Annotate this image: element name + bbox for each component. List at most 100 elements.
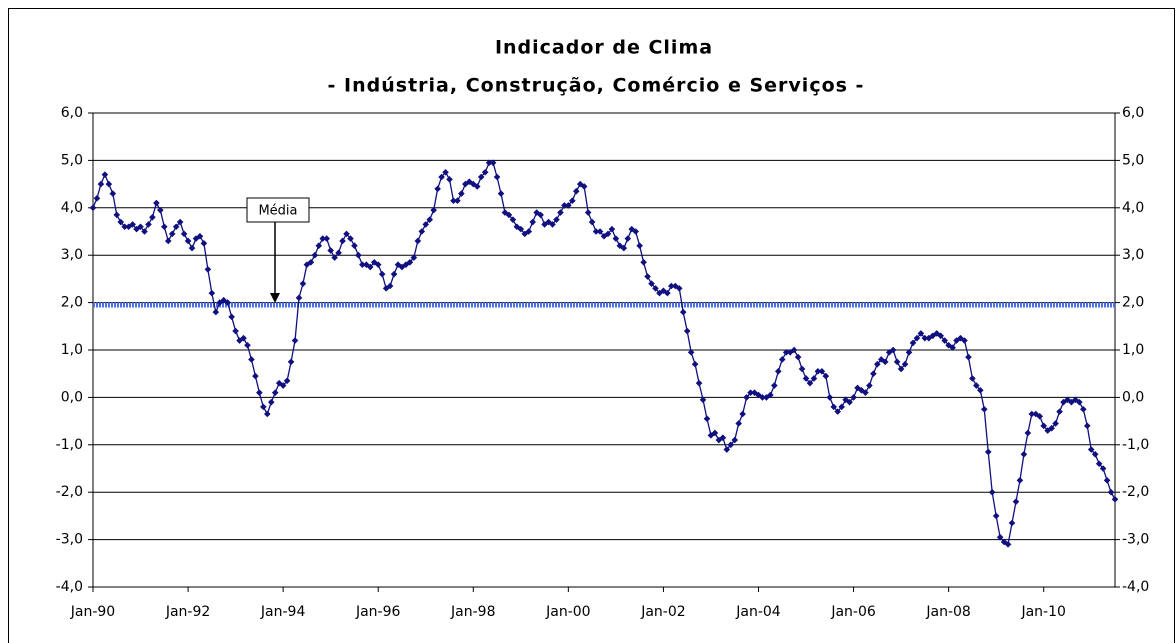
data-point [287,358,295,366]
data-point [889,346,897,354]
data-point [612,235,620,242]
data-point [961,337,968,344]
data-point [1032,410,1040,418]
data-point [216,299,224,306]
data-point [600,232,608,240]
data-point [473,183,481,190]
data-point [426,216,434,223]
data-point [93,195,101,202]
data-point [1016,477,1024,484]
data-point [339,237,346,245]
data-point [747,389,754,396]
data-point [188,244,196,252]
y-tick-label: 6,0 [61,105,83,121]
data-point [838,403,845,411]
x-tick-label: Jan-98 [450,604,495,620]
data-point [394,261,402,268]
data-point [739,410,746,418]
data-point [723,446,731,453]
data-point [256,389,263,396]
x-tick-label: Jan-10 [1020,604,1065,620]
data-point [798,365,806,373]
data-point [687,349,695,356]
data-point [810,375,818,382]
data-point [446,176,453,183]
data-point [450,197,457,204]
data-point [996,533,1004,541]
data-point [1040,422,1047,430]
data-point [184,237,192,245]
data-point [941,337,948,344]
data-point [438,173,445,181]
x-tick-label: Jan-04 [735,604,781,620]
y2-tick-label: 0,0 [1122,389,1144,405]
data-point [897,365,905,373]
y-tick-label: 3,0 [61,247,83,263]
data-point [1012,498,1020,505]
y2-tick-label: -4,0 [1122,579,1149,595]
data-point [509,216,517,223]
data-point [565,202,572,209]
y-tick-label: -3,0 [56,532,83,548]
data-point [101,171,109,178]
data-point [161,223,168,231]
data-point [366,263,374,271]
data-point [553,216,560,223]
data-point [141,228,148,235]
data-point [1091,450,1099,458]
data-point [592,228,600,235]
data-point [735,420,742,427]
data-point [913,334,921,342]
data-point [462,180,469,188]
data-point [1107,488,1115,496]
data-point [636,242,643,250]
data-point [937,332,945,340]
y-tick-label: 5,0 [61,152,83,168]
data-point [794,353,802,361]
data-point [644,273,651,280]
data-point [204,266,212,273]
data-point [172,223,180,231]
data-point [977,386,984,394]
data-point [390,270,398,278]
data-point [719,434,727,441]
data-point [727,441,735,449]
data-point [707,432,715,439]
data-point [1036,413,1044,420]
data-point [244,341,251,349]
data-point [525,228,533,235]
data-point [168,230,176,238]
y-tick-label: 4,0 [61,200,83,216]
data-point [620,244,628,252]
data-point [668,282,675,290]
data-point [683,327,691,335]
data-point [248,356,255,363]
data-point [501,209,509,216]
data-point [370,259,378,266]
data-point [949,344,956,351]
x-tick-label: Jan-90 [70,604,115,620]
data-point [137,223,144,231]
data-point [224,299,231,306]
data-point [1076,398,1083,406]
y2-tick-label: -2,0 [1122,484,1149,500]
data-point [632,228,639,235]
data-point [493,173,501,181]
data-point [430,206,437,214]
data-point [347,235,354,242]
data-point [529,218,536,226]
data-point [414,237,422,245]
data-point [743,394,750,401]
data-point [331,254,338,261]
data-point [569,197,576,204]
data-point [969,375,976,382]
data-point [691,360,699,368]
data-point [263,410,271,418]
data-point [323,235,331,242]
data-point [291,337,299,344]
data-point [826,394,834,401]
data-point [965,353,972,361]
data-point [153,199,160,207]
data-point [830,403,838,411]
